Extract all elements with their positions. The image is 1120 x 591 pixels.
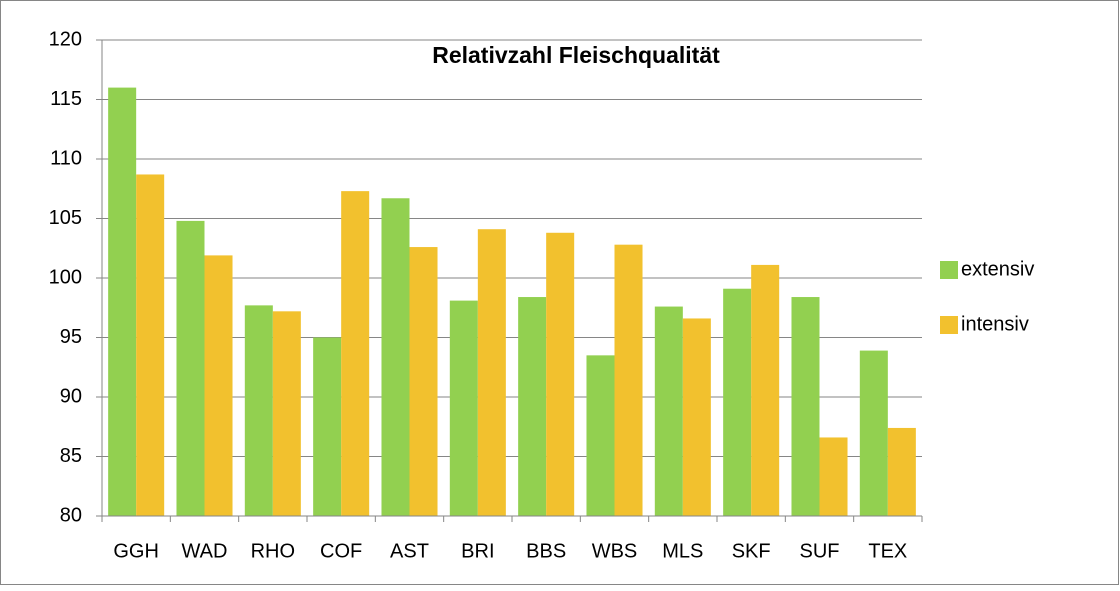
y-tick-label: 105: [49, 207, 82, 229]
bar: [859, 350, 888, 516]
x-tick-label: BRI: [461, 540, 494, 562]
y-tick-label: 120: [49, 28, 82, 50]
bar: [791, 297, 820, 516]
bar: [887, 427, 916, 516]
bar: [176, 220, 205, 516]
legend-swatch: [940, 316, 958, 334]
bar: [546, 232, 575, 516]
y-tick-label: 100: [49, 266, 82, 288]
bar: [723, 288, 752, 516]
bar: [819, 437, 848, 516]
bar: [341, 191, 370, 516]
x-tick-label: TEX: [868, 540, 907, 562]
x-tick-label: COF: [320, 540, 362, 562]
legend-swatch: [940, 261, 958, 279]
bar: [136, 174, 165, 516]
bar: [409, 247, 438, 516]
x-tick-label: SUF: [800, 540, 840, 562]
y-tick-label: 115: [50, 88, 82, 110]
x-tick-label: SKF: [732, 540, 771, 562]
bar: [477, 229, 506, 516]
bar: [381, 198, 410, 516]
legend-label: intensiv: [961, 313, 1029, 335]
chart-title: Relativzahl Fleischqualität: [432, 42, 720, 68]
y-tick-label: 80: [60, 504, 82, 526]
legend-label: extensiv: [961, 258, 1034, 280]
x-tick-label: BBS: [526, 540, 566, 562]
bar: [204, 255, 233, 516]
bar: [654, 306, 683, 516]
x-tick-label: WAD: [182, 540, 228, 562]
bar: [614, 244, 643, 516]
y-tick-label: 85: [60, 445, 82, 467]
x-tick-label: WBS: [592, 540, 638, 562]
bar: [682, 318, 711, 516]
bar: [586, 355, 615, 516]
bar: [518, 297, 547, 516]
y-tick-label: 90: [60, 385, 82, 407]
bar: [449, 300, 478, 516]
bar: [751, 264, 780, 516]
x-tick-label: RHO: [251, 540, 295, 562]
bar: [108, 87, 137, 516]
y-tick-label: 110: [50, 147, 82, 169]
x-tick-label: GGH: [113, 540, 159, 562]
y-tick-label: 95: [60, 326, 82, 348]
x-tick-label: MLS: [662, 540, 703, 562]
x-tick-label: AST: [390, 540, 429, 562]
bar: [313, 337, 342, 516]
bar: [244, 305, 273, 516]
bar: [272, 311, 301, 516]
